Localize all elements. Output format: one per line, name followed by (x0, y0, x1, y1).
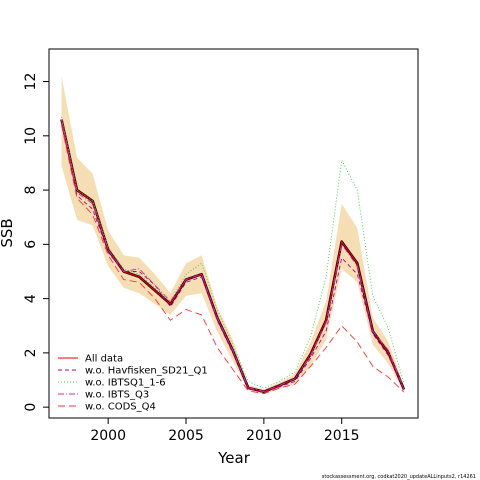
x-tick-label: 2000 (90, 428, 126, 444)
y-tick-label: 6 (23, 240, 39, 249)
confidence-band (61, 76, 404, 395)
y-tick-label: 2 (23, 348, 39, 357)
x-tick-label: 2010 (246, 428, 282, 444)
x-axis: 2000 2005 2010 2015 (90, 418, 360, 444)
y-axis-title: SSB (0, 218, 16, 247)
x-tick-label: 2015 (324, 428, 360, 444)
y-tick-label: 4 (23, 294, 39, 303)
legend-label: w.o. CODS_Q4 (85, 402, 156, 413)
series-layer (60, 116, 406, 395)
legend-label: w.o. IBTSQ1_1-6 (85, 378, 166, 389)
legend-label: w.o. IBTS_Q3 (85, 390, 149, 401)
x-tick-label: 2005 (168, 428, 204, 444)
legend-label: All data (85, 354, 123, 365)
x-axis-title: Year (217, 449, 251, 467)
confidence-band-layer (61, 76, 404, 395)
y-tick-label: 10 (23, 127, 39, 145)
y-tick-label: 0 (23, 403, 39, 412)
legend-label: w.o. Havfisken_SD21_Q1 (85, 366, 208, 377)
y-tick-label: 12 (23, 73, 39, 91)
series-line-4 (61, 124, 405, 395)
y-axis: 0 2 4 6 8 10 12 (23, 73, 49, 412)
series-line-1 (61, 122, 405, 393)
series-line-3 (61, 119, 405, 392)
footer-text: stockassessment.org, codkat2020_updateAL… (322, 474, 476, 480)
y-tick-label: 8 (23, 186, 39, 195)
plot-frame (48, 48, 419, 419)
